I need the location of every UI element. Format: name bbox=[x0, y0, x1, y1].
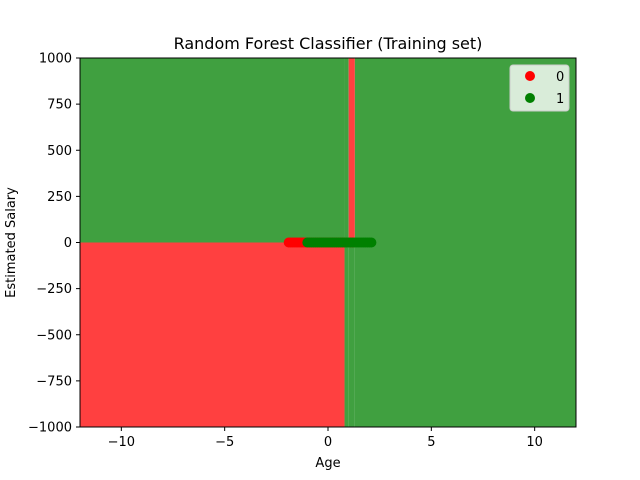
legend-marker-class-1 bbox=[525, 93, 535, 103]
scatter-points bbox=[283, 237, 377, 248]
y-axis-label: Estimated Salary bbox=[4, 187, 19, 298]
y-axis-ticks: −1000 −750 −500 −250 0 250 500 750 1000 bbox=[28, 52, 80, 436]
decision-regions bbox=[80, 58, 576, 427]
decision-region-3 bbox=[348, 58, 355, 243]
x-tick-label: −10 bbox=[108, 435, 135, 450]
y-tick-label: −750 bbox=[36, 374, 72, 389]
legend-box bbox=[509, 64, 570, 112]
x-tick-label: 0 bbox=[324, 435, 332, 450]
legend-label-class-0: 0 bbox=[556, 70, 564, 85]
y-tick-label: −500 bbox=[36, 328, 72, 343]
y-tick-label: 0 bbox=[64, 236, 72, 251]
y-tick-label: 500 bbox=[47, 144, 72, 159]
x-tick-label: 10 bbox=[526, 435, 543, 450]
x-axis-label: Age bbox=[315, 456, 340, 471]
decision-region-0 bbox=[80, 58, 345, 243]
point-class-1-31 bbox=[366, 237, 377, 248]
y-tick-label: 1000 bbox=[39, 52, 72, 67]
decision-region-1 bbox=[80, 242, 345, 427]
y-tick-label: −250 bbox=[36, 282, 72, 297]
y-tick-label: 750 bbox=[47, 98, 72, 113]
y-tick-label: −1000 bbox=[28, 421, 72, 436]
x-tick-label: −5 bbox=[215, 435, 234, 450]
x-tick-label: 5 bbox=[427, 435, 435, 450]
legend-marker-class-0 bbox=[525, 71, 535, 81]
legend: 0 1 bbox=[509, 64, 570, 112]
legend-label-class-1: 1 bbox=[556, 92, 564, 107]
decision-region-4 bbox=[348, 242, 355, 427]
y-tick-label: 250 bbox=[47, 190, 72, 205]
x-axis-ticks: −10 −5 0 5 10 bbox=[108, 427, 543, 450]
chart-title: Random Forest Classifier (Training set) bbox=[174, 34, 483, 53]
decision-region-5 bbox=[354, 58, 576, 427]
